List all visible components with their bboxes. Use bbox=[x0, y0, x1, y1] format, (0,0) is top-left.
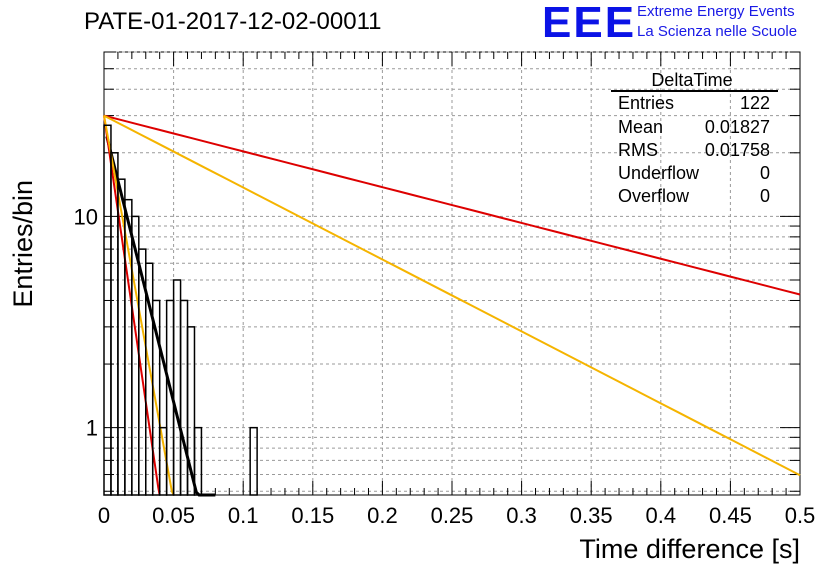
stat-value-entries: 122 bbox=[740, 93, 770, 113]
eee-logo: EEE bbox=[542, 0, 637, 47]
x-tick-label: 0.1 bbox=[228, 503, 259, 528]
histogram-bin bbox=[186, 326, 196, 496]
x-tick-label: 0.35 bbox=[570, 503, 613, 528]
histogram-bin bbox=[193, 426, 203, 496]
histogram-bars bbox=[103, 124, 258, 496]
stat-value-mean: 0.01827 bbox=[705, 117, 770, 137]
stat-label-underflow: Underflow bbox=[618, 163, 700, 183]
stat-value-overflow: 0 bbox=[760, 186, 770, 206]
stat-label-mean: Mean bbox=[618, 117, 663, 137]
stat-label-entries: Entries bbox=[618, 93, 674, 113]
logo-subtitle-line1: Extreme Energy Events bbox=[637, 3, 795, 20]
y-axis-title: Entries/bin bbox=[8, 180, 38, 308]
logo-subtitle-line2: La Scienza nelle Scuole bbox=[637, 23, 798, 40]
histogram-bin bbox=[179, 299, 189, 496]
tick-labels: 0 0.05 0.1 0.15 0.2 0.25 0.3 0.35 0.4 0.45 0.5 1 10 bbox=[74, 204, 816, 528]
fit-curve bbox=[103, 114, 801, 296]
fit-curve bbox=[103, 114, 801, 477]
histogram-bin bbox=[103, 124, 112, 496]
histogram-bin bbox=[172, 279, 182, 496]
x-tick-label: 0.2 bbox=[367, 503, 398, 528]
stat-label-rms: RMS bbox=[618, 140, 658, 160]
x-tick-label: 0.4 bbox=[646, 503, 677, 528]
y-tick-label: 1 bbox=[86, 416, 98, 441]
x-tick-label: 0.5 bbox=[785, 503, 816, 528]
stats-title: DeltaTime bbox=[651, 70, 732, 90]
y-tick-label: 10 bbox=[74, 204, 98, 229]
fit-curve bbox=[105, 135, 216, 497]
stat-value-underflow: 0 bbox=[760, 163, 770, 183]
x-tick-label: 0.45 bbox=[709, 503, 752, 528]
histogram-bin bbox=[151, 299, 161, 496]
x-tick-label: 0.25 bbox=[431, 503, 474, 528]
x-tick-label: 0.3 bbox=[506, 503, 537, 528]
grid-lines bbox=[104, 51, 800, 495]
x-tick-label: 0 bbox=[98, 503, 110, 528]
x-tick-label: 0.05 bbox=[152, 503, 195, 528]
x-axis-title: Time difference [s] bbox=[579, 534, 800, 564]
plot-title: PATE-01-2017-12-02-00011 bbox=[84, 8, 382, 35]
stat-value-rms: 0.01758 bbox=[705, 140, 770, 160]
x-tick-label: 0.15 bbox=[291, 503, 334, 528]
stat-label-overflow: Overflow bbox=[618, 186, 690, 206]
stats-box: DeltaTime Entries 122 Mean 0.01827 RMS 0… bbox=[611, 70, 778, 206]
histogram-bin bbox=[249, 426, 258, 496]
histogram-bin bbox=[124, 198, 133, 496]
axis-ticks bbox=[103, 51, 801, 495]
